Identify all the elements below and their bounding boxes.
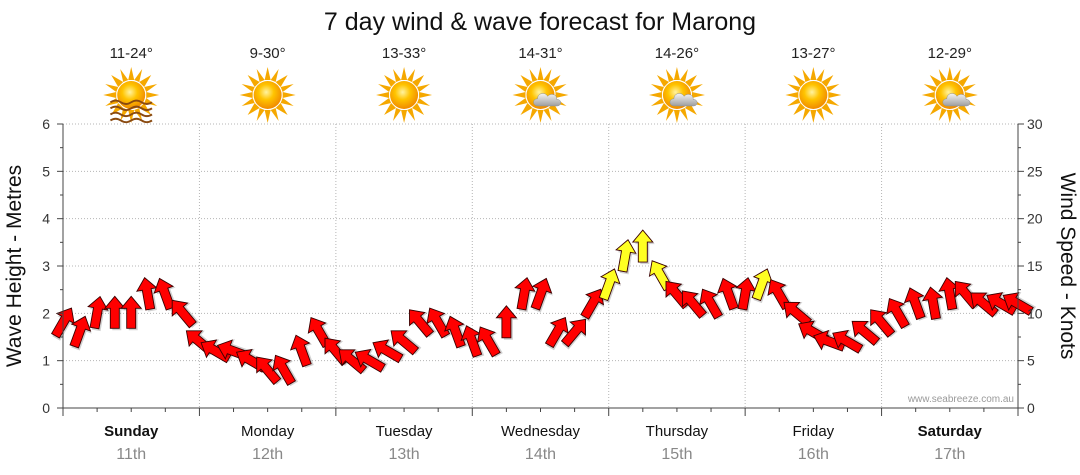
day-date-label: 15th bbox=[661, 446, 692, 463]
sun-icon bbox=[785, 67, 842, 123]
y-tick-label-left: 2 bbox=[42, 305, 50, 321]
wind-arrow bbox=[338, 349, 370, 375]
chart-title: 7 day wind & wave forecast for Marong bbox=[324, 8, 756, 36]
y-tick-label-right: 30 bbox=[1027, 116, 1043, 132]
y-tick-label-left: 4 bbox=[42, 211, 50, 227]
day-date-label: 11th bbox=[116, 446, 146, 463]
wind-arrow bbox=[372, 339, 406, 364]
wind-arrow bbox=[631, 229, 655, 265]
wind-arrow bbox=[886, 297, 913, 330]
wind-arrow bbox=[171, 299, 200, 329]
day-name-label: Friday bbox=[793, 423, 835, 440]
wind-arrow bbox=[87, 295, 110, 332]
wind-arrow bbox=[289, 334, 314, 369]
wind-arrow bbox=[699, 288, 726, 320]
day-date-label: 14th bbox=[525, 446, 556, 463]
wind-arrow bbox=[136, 276, 159, 312]
sun-cloud-icon bbox=[512, 67, 569, 123]
y-tick-label-left: 6 bbox=[42, 116, 50, 132]
day-date-label: 17th bbox=[934, 446, 965, 463]
temperature-range-label: 9-30° bbox=[250, 45, 286, 62]
y-tick-label-right: 10 bbox=[1027, 305, 1043, 321]
wind-arrow bbox=[444, 315, 468, 350]
wind-arrow bbox=[580, 288, 605, 322]
y-tick-label-right: 25 bbox=[1027, 163, 1043, 179]
watermark: www.seabreeze.com.au bbox=[907, 394, 1014, 405]
day-name-label: Thursday bbox=[646, 423, 709, 440]
wind-arrow bbox=[495, 305, 519, 340]
day-name-label: Sunday bbox=[104, 423, 159, 440]
wind-arrow bbox=[544, 316, 569, 351]
sun-icon bbox=[239, 67, 296, 123]
wind-arrow bbox=[615, 239, 638, 275]
temperature-range-label: 13-33° bbox=[382, 45, 426, 62]
y-tick-label-right: 15 bbox=[1027, 258, 1043, 274]
wind-arrow bbox=[716, 277, 741, 312]
wind-arrow bbox=[598, 268, 622, 304]
y-tick-label-left: 1 bbox=[42, 353, 50, 369]
wind-arrow bbox=[530, 277, 553, 313]
wind-arrow bbox=[426, 307, 453, 339]
day-date-label: 13th bbox=[389, 446, 420, 463]
wind-arrow bbox=[970, 292, 1002, 318]
wind-arrow bbox=[409, 309, 437, 338]
y-tick-label-right: 20 bbox=[1027, 211, 1043, 227]
sun-haze-icon bbox=[103, 67, 160, 124]
wind-arrow bbox=[272, 354, 299, 387]
temperature-range-label: 11-24° bbox=[110, 45, 153, 62]
temperature-range-label: 14-26° bbox=[655, 45, 699, 62]
wind-arrow bbox=[832, 329, 866, 354]
day-name-label: Tuesday bbox=[376, 423, 433, 440]
temperature-range-label: 14-31° bbox=[518, 45, 562, 62]
day-date-label: 16th bbox=[798, 446, 829, 463]
sun-cloud-icon bbox=[921, 67, 978, 123]
y-tick-label-left: 0 bbox=[42, 400, 50, 416]
day-name-label: Saturday bbox=[918, 423, 983, 440]
y-tick-label-left: 5 bbox=[42, 163, 50, 179]
wind-arrow bbox=[903, 287, 928, 321]
wind-arrow bbox=[870, 309, 898, 338]
temperature-range-label: 12-29° bbox=[928, 45, 972, 62]
day-name-label: Monday bbox=[241, 423, 295, 440]
wind-arrow bbox=[514, 276, 537, 313]
y-tick-label-right: 0 bbox=[1027, 400, 1035, 416]
wind-arrow bbox=[751, 268, 774, 304]
temperature-range-label: 13-27° bbox=[791, 45, 835, 62]
day-date-label: 12th bbox=[252, 446, 283, 463]
sun-cloud-icon bbox=[648, 67, 705, 123]
wind-arrow bbox=[476, 326, 503, 358]
wind-arrow bbox=[354, 348, 388, 373]
wind-arrow bbox=[256, 356, 284, 386]
wind-arrow bbox=[390, 330, 422, 356]
y-axis-label-right: Wind Speed - Knots bbox=[1056, 173, 1079, 360]
y-tick-label-right: 5 bbox=[1027, 353, 1035, 369]
wind-arrow bbox=[921, 286, 945, 322]
sun-icon bbox=[376, 67, 433, 123]
wind-arrow bbox=[69, 315, 92, 351]
y-tick-label-left: 3 bbox=[42, 258, 50, 274]
wind-arrow bbox=[681, 290, 710, 319]
wind-arrow bbox=[851, 320, 883, 347]
day-name-label: Wednesday bbox=[501, 423, 580, 440]
wind-arrow bbox=[560, 318, 586, 350]
wind-arrow bbox=[120, 295, 144, 331]
y-axis-label-left: Wave Height - Metres bbox=[3, 165, 26, 367]
